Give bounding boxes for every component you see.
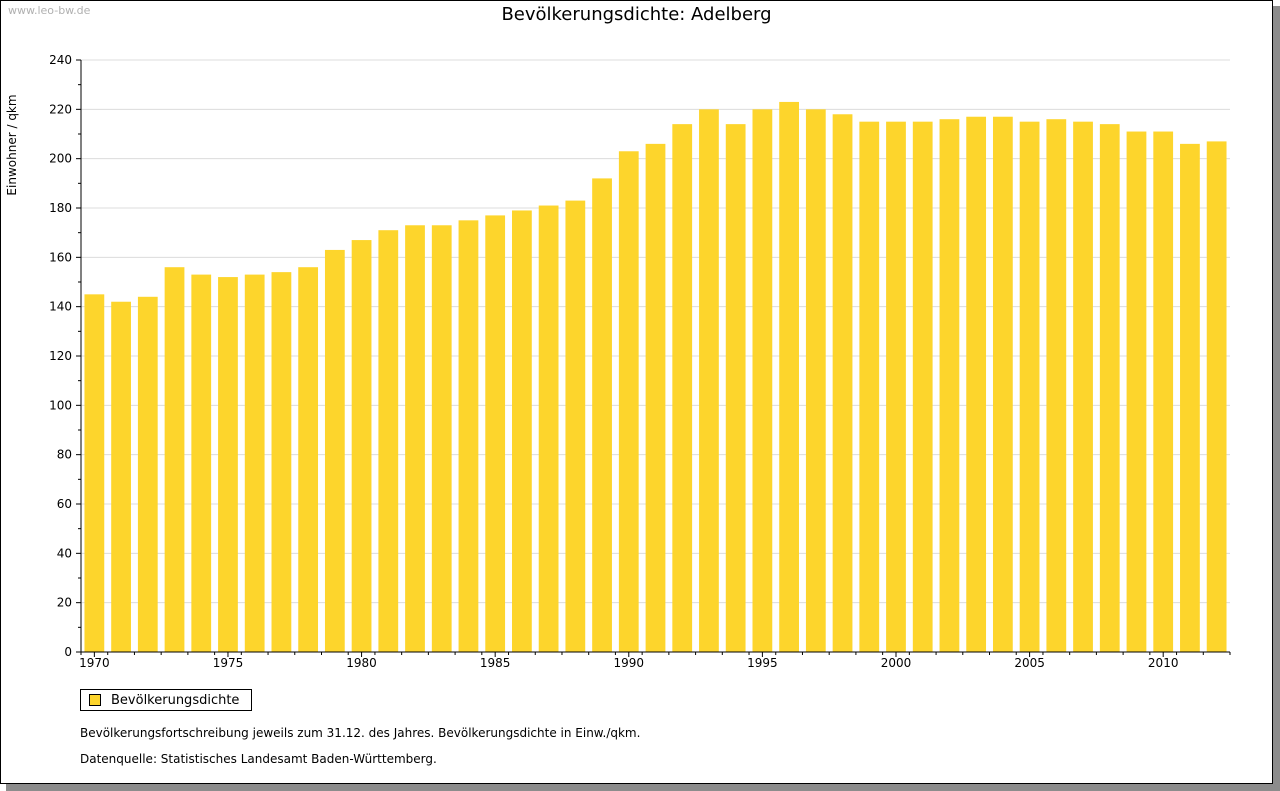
bar: [886, 121, 906, 652]
y-tick-label: 220: [49, 102, 72, 116]
y-tick-label: 20: [57, 596, 72, 610]
bar: [1126, 131, 1147, 653]
y-tick-label: 100: [49, 398, 72, 412]
bar: [271, 272, 292, 652]
bar: [405, 225, 425, 652]
x-tick-label: 1990: [614, 656, 645, 670]
bar: [137, 296, 158, 652]
bar: [1153, 131, 1174, 653]
bar-chart: 0 20 40 60 80 100 120 140 160 180 200 220 240 1970 197…: [5, 53, 1231, 670]
bar: [859, 121, 880, 652]
bar: [431, 225, 452, 652]
bar: [218, 277, 238, 652]
bar: [1206, 141, 1227, 652]
bar: [1019, 121, 1040, 652]
y-tick-label: 180: [49, 201, 72, 215]
bar: [538, 205, 559, 653]
y-tick-label: 200: [49, 152, 72, 166]
bar: [458, 220, 479, 653]
x-tick-label: 2005: [1014, 656, 1045, 670]
y-tick-label: 80: [57, 448, 72, 462]
watermark-link[interactable]: www.leo-bw.de: [8, 4, 91, 17]
bar: [805, 109, 826, 653]
bar: [779, 101, 799, 652]
footnote-method: Bevölkerungsfortschreibung jeweils zum 3…: [80, 726, 641, 740]
y-tick-label: 240: [49, 53, 72, 67]
bar: [912, 121, 933, 652]
bar: [618, 151, 639, 652]
legend: Bevölkerungsdichte: [80, 689, 253, 711]
y-tick-label: 40: [57, 546, 72, 560]
y-tick-label: 0: [64, 645, 72, 659]
bar: [512, 210, 532, 652]
chart-title: Bevölkerungsdichte: Adelberg: [501, 4, 772, 25]
bar: [832, 114, 853, 653]
bar: [378, 230, 399, 652]
bar: [1046, 119, 1067, 652]
bar: [324, 249, 345, 652]
frame-shadow-bottom: [6, 784, 1280, 791]
legend-label: Bevölkerungsdichte: [111, 692, 240, 708]
bar: [565, 200, 586, 652]
bar: [1180, 143, 1200, 652]
bar: [244, 274, 265, 652]
bar: [1073, 121, 1093, 652]
bar: [111, 301, 131, 652]
y-tick-label: 160: [49, 250, 72, 264]
bar: [298, 267, 319, 652]
bar: [966, 116, 987, 652]
y-axis-label: Einwohner / qkm: [5, 94, 19, 195]
frame-shadow-right: [1273, 6, 1280, 791]
x-tick-label: 2000: [881, 656, 912, 670]
x-tick-label: 1980: [346, 656, 377, 670]
footnote-source: Datenquelle: Statistisches Landesamt Bad…: [80, 752, 437, 766]
bar: [992, 116, 1013, 652]
bar: [164, 267, 185, 652]
bar: [84, 294, 105, 652]
x-tick-label: 1970: [79, 656, 110, 670]
bar: [592, 178, 612, 652]
bar: [672, 124, 693, 653]
bar: [485, 215, 506, 652]
x-tick-label: 1995: [747, 656, 778, 670]
y-tick-label: 120: [49, 349, 72, 363]
bar: [191, 274, 212, 652]
x-tick-label: 1985: [480, 656, 511, 670]
bar: [939, 119, 960, 652]
bar: [645, 143, 666, 652]
x-tick-label: 1975: [213, 656, 244, 670]
legend-swatch: [89, 694, 101, 706]
y-tick-label: 140: [49, 300, 72, 314]
x-tick-label: 2010: [1148, 656, 1179, 670]
bar: [351, 240, 372, 653]
bar: [699, 109, 719, 653]
y-tick-label: 60: [57, 497, 72, 511]
bar: [1099, 124, 1120, 653]
bar: [725, 124, 746, 653]
bar: [752, 109, 773, 653]
